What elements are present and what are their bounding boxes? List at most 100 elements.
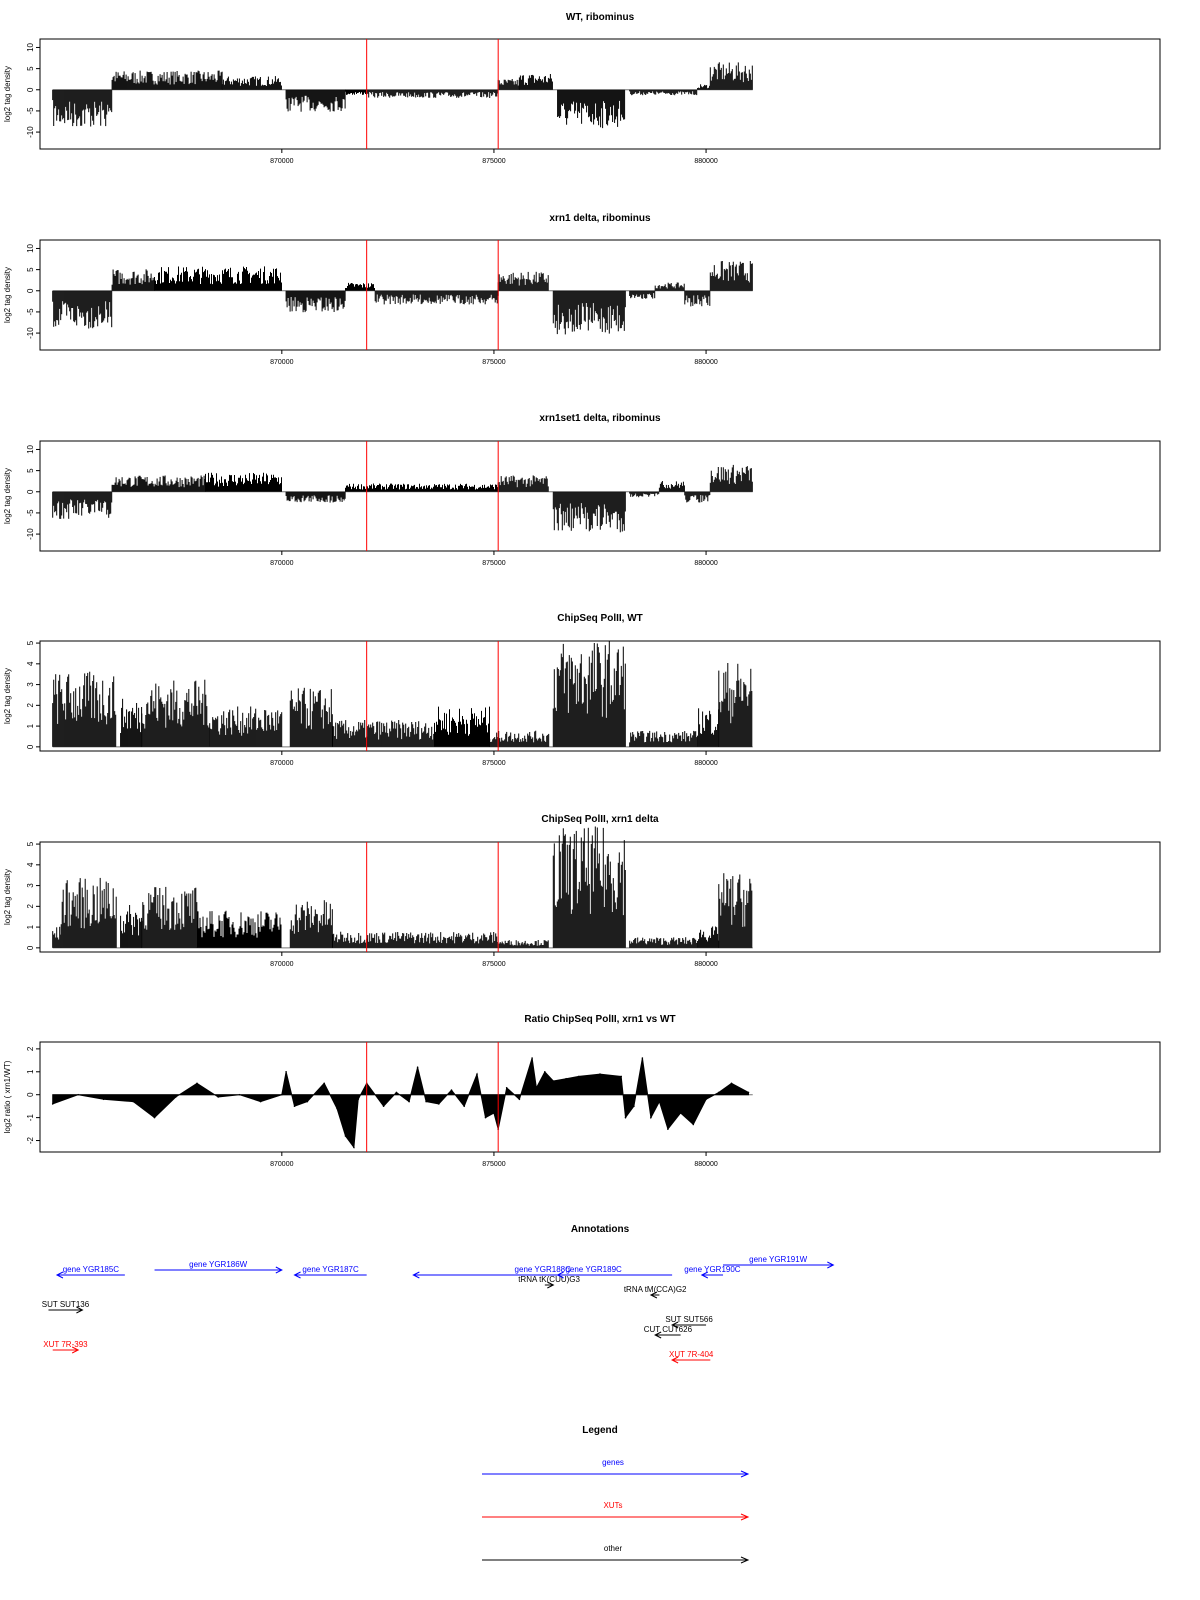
y-tick-label: 5 [26,640,35,645]
ratio-point [425,1100,427,1103]
panel-5: ChipSeq PolII, xrn1 delta log2 tag densit… [3,814,1161,968]
plot-frame [39,38,1161,150]
ratio-point [641,1057,644,1059]
x-tick-label: 875000 [482,560,505,567]
ratio-point [102,1098,105,1101]
panel-4: ChipSeq PolII, WT log2 tag density 0 1 2 3 4 5 8… [3,613,1161,767]
y-tick-label: 0 [26,744,35,749]
ratio-point [476,1073,478,1075]
y-axis-label: log2 tag density [3,668,12,724]
y-tick-label: 3 [26,883,35,888]
panel-3: xrn1set1 delta, ribominus log2 tag densit… [3,413,1161,567]
chart-title: WT, ribominus [566,12,635,23]
arrow-head [293,1271,301,1279]
legend: Legend genes XUTs other [482,1425,750,1564]
y-tick-label: -5 [26,509,35,517]
y-tick-label: 5 [26,468,35,473]
ratio-point [747,1091,750,1094]
x-tick-label: 875000 [482,760,505,767]
plot-frame [39,640,1161,752]
feature-label: gene YGR189C [565,1265,622,1274]
y-tick-label: 2 [26,1046,35,1051]
y-axis-label: log2 tag density [3,468,12,524]
ratio-point [196,1082,198,1085]
ratio-point [51,1103,54,1105]
ratio-point [153,1116,156,1119]
feature-label: tRNA tM(CCA)G2 [624,1285,687,1294]
x-tick-label: 875000 [482,158,505,165]
x-tick-label: 870000 [270,560,293,567]
ratio-point [293,1105,296,1107]
arrow-head [412,1271,420,1279]
y-tick-label: -10 [26,528,35,540]
y-tick-label: -5 [26,308,35,316]
ratio-point [620,1075,622,1078]
ratio-point [679,1112,682,1114]
x-tick-label: 870000 [270,760,293,767]
y-axis-label: log2 tag density [3,66,12,122]
data-bars [52,640,753,747]
ratio-point [357,1098,360,1101]
ratio-point [259,1100,262,1103]
ratio-point [650,1116,652,1119]
chart-title: xrn1 delta, ribominus [549,213,651,224]
ratio-point [718,1091,720,1094]
ratio-point [132,1100,135,1103]
ratio-point [285,1071,287,1073]
y-tick-label: -2 [26,1136,35,1144]
ratio-point [281,1093,283,1096]
ratio-point [382,1105,385,1107]
ratio-point [658,1100,661,1103]
data-bars [52,62,753,129]
ratio-point [77,1093,79,1096]
feature-label: gene YGR190C [684,1265,741,1274]
x-tick-label: 870000 [270,961,293,968]
x-tick-label: 880000 [694,961,717,968]
ratio-point [531,1057,533,1059]
arrow-head [654,1331,662,1339]
data-bars [52,261,753,335]
ratio-point [344,1135,347,1137]
arrow-head [671,1321,679,1329]
ratio-point [667,1128,669,1130]
feature-label: XUT 7R-404 [669,1350,714,1359]
arrow-head [700,1271,709,1279]
arrow-head [671,1356,679,1364]
y-axis-label: log2 ratio ( xrn1/WT) [3,1060,12,1133]
y-tick-label: 1 [26,1069,35,1074]
y-tick-label: 5 [26,66,35,71]
arrow-head [556,1271,564,1279]
arrow-head [275,1266,283,1274]
legend-arrow-head [740,1556,750,1564]
y-tick-label: -10 [26,327,35,339]
data-bars [52,464,753,533]
ratio-point [463,1105,466,1107]
legend-title: Legend [582,1425,618,1436]
ratio-point [484,1116,487,1119]
y-tick-label: 0 [26,945,35,950]
ratio-point [624,1116,627,1119]
feature-label: gene YGR186W [189,1260,248,1269]
x-tick-label: 875000 [482,961,505,968]
ratio-point [578,1075,580,1078]
y-axis-label: log2 tag density [3,267,12,323]
chart-title: ChipSeq PolII, WT [557,613,643,624]
annotations-title: Annotations [571,1224,630,1235]
ratio-point [217,1096,219,1098]
ratio-point [353,1146,355,1149]
feature-label: gene YGR191W [749,1255,808,1264]
y-tick-label: 3 [26,682,35,687]
ratio-point [552,1080,555,1082]
ratio-point [416,1066,419,1068]
arrow-head [76,1306,84,1314]
y-tick-label: 0 [26,1092,35,1097]
y-axis-label: log2 tag density [3,869,12,925]
y-tick-label: 2 [26,904,35,909]
ratio-point [493,1112,495,1114]
x-tick-label: 880000 [694,760,717,767]
ratio-point [705,1098,707,1101]
ratio-area [52,1057,750,1149]
ratio-point [323,1082,326,1085]
ratio-point [395,1091,398,1094]
